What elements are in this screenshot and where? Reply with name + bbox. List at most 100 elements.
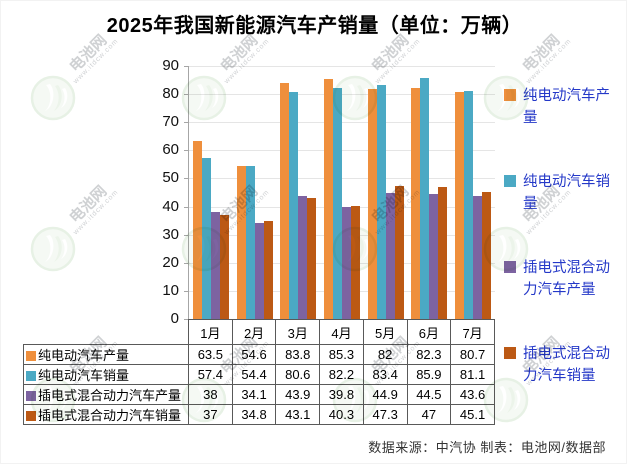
gridline: [189, 150, 495, 152]
bar-series3-7月: [473, 196, 483, 319]
y-axis-label: 10: [162, 281, 179, 299]
table-row-label: 纯电动汽车产量: [23, 344, 189, 365]
bar-series1-6月: [411, 87, 421, 319]
bar-series1-3月: [280, 83, 290, 319]
table-month-header: 3月: [275, 319, 321, 345]
bar-series1-4月: [323, 79, 333, 319]
table-month-header: 4月: [319, 319, 364, 345]
y-axis-tick: [184, 206, 189, 208]
table-value-cell: 44.5: [406, 384, 452, 405]
bar-group-2月: [233, 66, 277, 319]
bar-series2-1月: [201, 157, 211, 319]
y-axis-tick: [184, 66, 189, 67]
y-axis-label: 50: [162, 169, 179, 187]
bar-group-4月: [320, 66, 364, 319]
table-value-cell: 43.1: [275, 404, 321, 425]
table-value-cell: 34.8: [231, 404, 277, 425]
bar-series2-7月: [464, 91, 474, 319]
legend-marker: [504, 347, 516, 359]
table-value-cell: 39.8: [319, 384, 364, 405]
legend-marker: [504, 175, 516, 187]
table-month-header: 5月: [362, 319, 408, 345]
table-value-cell: 37: [188, 404, 233, 425]
series-color-swatch: [26, 411, 36, 421]
legend-label: 纯电动汽车销量: [523, 174, 610, 213]
y-axis-tick: [184, 150, 189, 152]
gridline: [189, 122, 495, 124]
table-value-cell: 83.4: [362, 364, 408, 385]
bar-series4-1月: [219, 215, 229, 319]
legend: 纯电动汽车产量 纯电动汽车销量 插电式混合动力汽车产量 插电式混合动力汽车销量: [504, 85, 626, 429]
table-value-cell: 45.1: [450, 404, 495, 425]
table-value-cell: 80.7: [450, 344, 495, 365]
table-value-cell: 82.3: [406, 344, 452, 365]
y-axis-label: 20: [162, 253, 179, 271]
legend-marker: [504, 261, 516, 273]
y-axis-tick: [184, 178, 189, 180]
table-corner-blank: [24, 320, 189, 345]
y-axis-label: 40: [162, 197, 179, 215]
bar-series2-3月: [289, 92, 299, 319]
table-value-cell: 85.3: [319, 344, 364, 365]
table-value-cell: 83.8: [275, 344, 321, 365]
table-value-cell: 40.3: [319, 404, 364, 425]
y-axis-tick: [184, 122, 189, 124]
series-color-swatch: [26, 391, 36, 401]
bar-series3-1月: [210, 212, 220, 319]
table-value-cell: 82: [362, 344, 408, 365]
bar-group-1月: [189, 66, 233, 319]
table-row-label: 纯电动汽车销量: [23, 364, 189, 385]
table-month-header: 2月: [231, 319, 277, 345]
bar-series3-6月: [429, 193, 439, 319]
table-value-cell: 44.9: [362, 384, 408, 405]
table-value-cell: 57.4: [188, 364, 233, 385]
data-table: 1月 2月 3月 4月 5月 6月 7月 纯电动汽车产量 63.5 54.6 83.8 85.3 82 8…: [23, 319, 495, 425]
table-row-series2: 纯电动汽车销量 57.4 54.4 80.6 82.2 83.4 85.9 81.1: [23, 364, 495, 385]
y-axis-label: 90: [162, 57, 179, 74]
table-value-cell: 54.6: [231, 344, 277, 365]
y-axis-tick: [184, 290, 189, 292]
watermark-text: 电池网 www.itdcw.com: [66, 182, 121, 237]
bar-group-5月: [364, 66, 408, 319]
series-color-swatch: [26, 371, 36, 381]
bar-series4-6月: [438, 186, 448, 319]
chart-title: 2025年我国新能源汽车产销量（单位：万辆）: [106, 15, 523, 37]
bar-series4-2月: [263, 221, 273, 319]
bar-group-6月: [408, 66, 452, 319]
legend-marker: [504, 89, 516, 101]
gridline: [189, 178, 495, 180]
y-axis-label: 60: [162, 141, 179, 159]
legend-item-4: 插电式混合动力汽车销量: [504, 343, 626, 429]
table-row-label: 插电式混合动力汽车产量: [23, 384, 189, 405]
y-axis-label: 0: [170, 310, 179, 327]
table-month-header: 7月: [450, 319, 495, 345]
bar-series1-5月: [367, 88, 377, 319]
table-value-cell: 43.9: [275, 384, 321, 405]
bar-series4-4月: [350, 205, 360, 319]
bar-series1-2月: [236, 165, 246, 319]
plot-area: [184, 66, 495, 320]
source-note: 数据来源：中汽协 制表：电池网/数据部: [368, 440, 606, 455]
bar-series3-4月: [341, 207, 351, 319]
legend-item-2: 纯电动汽车销量: [504, 171, 626, 257]
series-color-swatch: [26, 351, 36, 361]
table-row-series1: 纯电动汽车产量 63.5 54.6 83.8 85.3 82 82.3 80.7: [23, 344, 495, 365]
y-axis-label: 80: [162, 85, 179, 103]
bar-series4-5月: [394, 186, 404, 319]
bar-series3-2月: [254, 223, 264, 319]
table-value-cell: 54.4: [231, 364, 277, 385]
y-axis-label: 30: [162, 225, 179, 243]
bar-group-7月: [451, 66, 495, 319]
legend-label: 纯电动汽车产量: [523, 88, 610, 127]
bar-series3-3月: [298, 195, 308, 319]
battery-brand-logo-icon: [30, 75, 76, 121]
table-value-cell: 47: [406, 404, 452, 425]
table-value-cell: 38: [188, 384, 233, 405]
legend-label: 插电式混合动力汽车销量: [523, 346, 610, 385]
table-value-cell: 81.1: [450, 364, 495, 385]
bar-group-3月: [276, 66, 320, 319]
table-value-cell: 63.5: [188, 344, 233, 365]
bar-series1-1月: [192, 140, 202, 319]
table-row-label: 插电式混合动力汽车销量: [23, 404, 189, 425]
